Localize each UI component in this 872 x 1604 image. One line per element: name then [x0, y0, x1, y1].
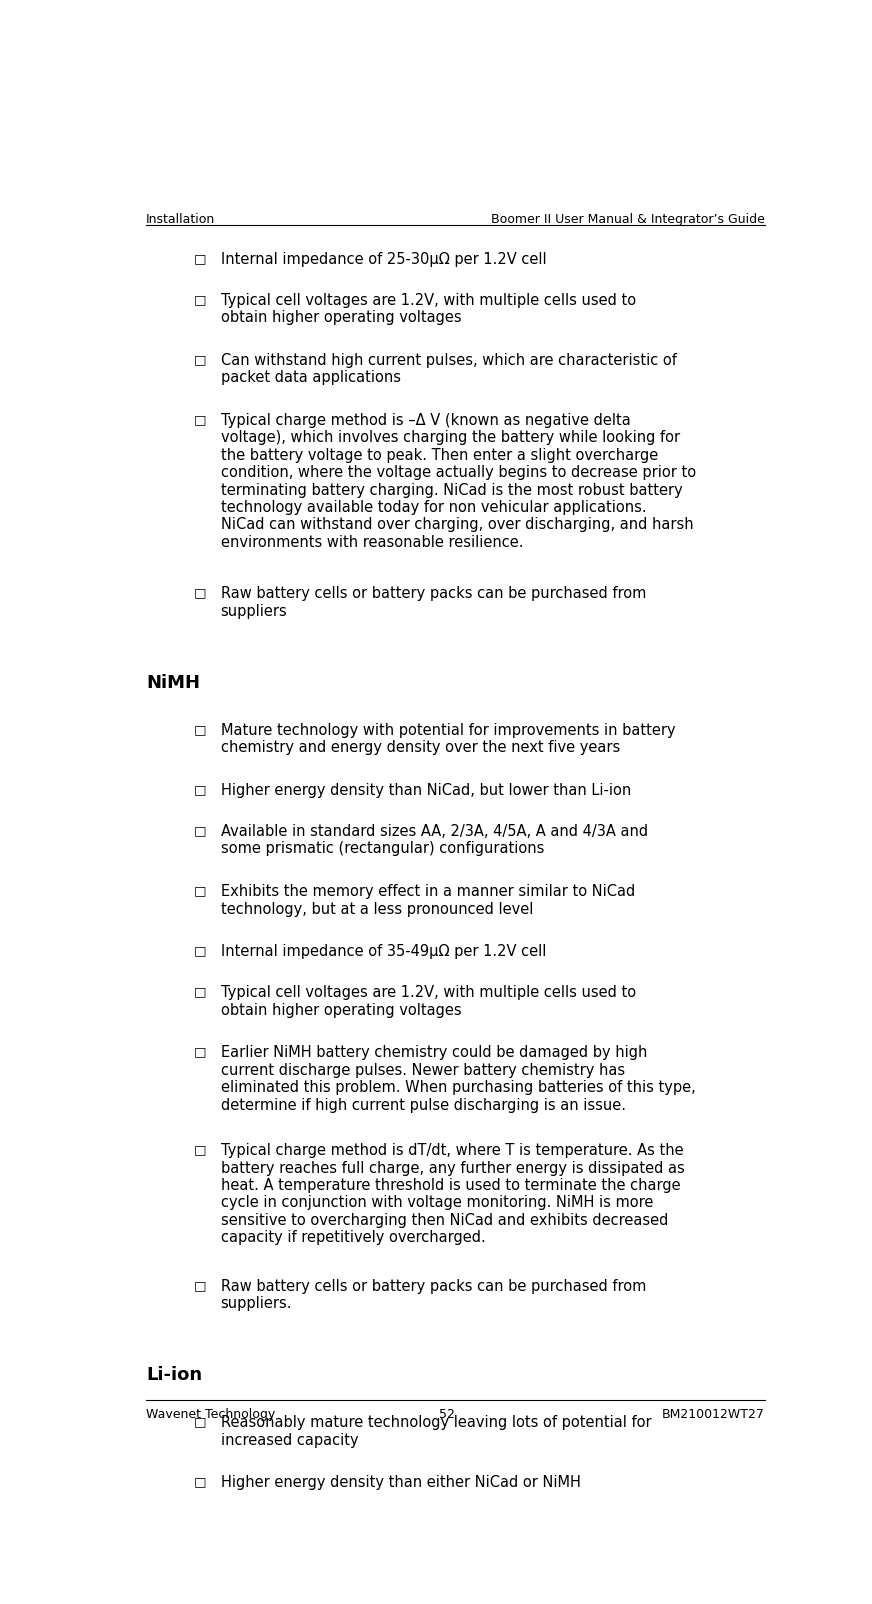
Text: Typical charge method is –Δ V (known as negative delta
voltage), which involves : Typical charge method is –Δ V (known as … — [221, 412, 696, 550]
Text: □: □ — [194, 723, 207, 736]
Text: □: □ — [194, 1415, 207, 1428]
Text: Can withstand high current pulses, which are characteristic of
packet data appli: Can withstand high current pulses, which… — [221, 353, 677, 385]
Text: BM210012WT27: BM210012WT27 — [662, 1408, 765, 1421]
Text: Higher energy density than NiCad, but lower than Li-ion: Higher energy density than NiCad, but lo… — [221, 783, 630, 797]
Text: □: □ — [194, 783, 207, 796]
Text: □: □ — [194, 1278, 207, 1291]
Text: Available in standard sizes AA, 2/3A, 4/5A, A and 4/3A and
some prismatic (recta: Available in standard sizes AA, 2/3A, 4/… — [221, 824, 648, 857]
Text: □: □ — [194, 353, 207, 366]
Text: □: □ — [194, 412, 207, 427]
Text: Li-ion: Li-ion — [146, 1367, 202, 1384]
Text: Typical charge method is dT/dt, where T is temperature. As the
battery reaches f: Typical charge method is dT/dt, where T … — [221, 1144, 685, 1245]
Text: Typical cell voltages are 1.2V, with multiple cells used to
obtain higher operat: Typical cell voltages are 1.2V, with mul… — [221, 985, 636, 1017]
Text: Wavenet Technology: Wavenet Technology — [146, 1408, 276, 1421]
Text: Earlier NiMH battery chemistry could be damaged by high
current discharge pulses: Earlier NiMH battery chemistry could be … — [221, 1046, 695, 1113]
Text: Internal impedance of 35-49μΩ per 1.2V cell: Internal impedance of 35-49μΩ per 1.2V c… — [221, 945, 546, 959]
Text: □: □ — [194, 587, 207, 600]
Text: Boomer II User Manual & Integrator’s Guide: Boomer II User Manual & Integrator’s Gui… — [491, 213, 765, 226]
Text: Typical cell voltages are 1.2V, with multiple cells used to
obtain higher operat: Typical cell voltages are 1.2V, with mul… — [221, 294, 636, 326]
Text: Internal impedance of 25-30μΩ per 1.2V cell: Internal impedance of 25-30μΩ per 1.2V c… — [221, 252, 546, 266]
Text: □: □ — [194, 945, 207, 958]
Text: 52: 52 — [439, 1408, 455, 1421]
Text: Raw battery cells or battery packs can be purchased from
suppliers: Raw battery cells or battery packs can b… — [221, 587, 646, 619]
Text: Reasonably mature technology leaving lots of potential for
increased capacity: Reasonably mature technology leaving lot… — [221, 1415, 651, 1448]
Text: Raw battery cells or battery packs can be purchased from
suppliers.: Raw battery cells or battery packs can b… — [221, 1278, 646, 1310]
Text: Mature technology with potential for improvements in battery
chemistry and energ: Mature technology with potential for imp… — [221, 723, 675, 755]
Text: Installation: Installation — [146, 213, 215, 226]
Text: □: □ — [194, 1144, 207, 1156]
Text: Higher energy density than either NiCad or NiMH: Higher energy density than either NiCad … — [221, 1476, 581, 1490]
Text: □: □ — [194, 985, 207, 998]
Text: NiMH: NiMH — [146, 674, 201, 691]
Text: □: □ — [194, 824, 207, 837]
Text: □: □ — [194, 1476, 207, 1489]
Text: □: □ — [194, 1046, 207, 1059]
Text: □: □ — [194, 884, 207, 897]
Text: □: □ — [194, 252, 207, 265]
Text: Exhibits the memory effect in a manner similar to NiCad
technology, but at a les: Exhibits the memory effect in a manner s… — [221, 884, 635, 916]
Text: □: □ — [194, 294, 207, 306]
